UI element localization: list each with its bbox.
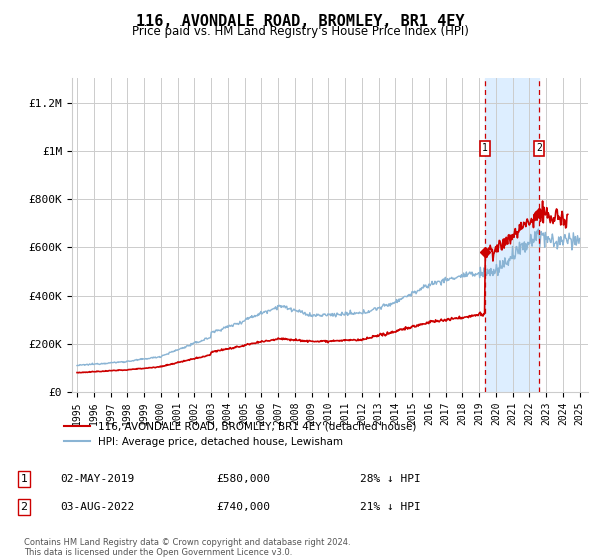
Text: 116, AVONDALE ROAD, BROMLEY, BR1 4EY: 116, AVONDALE ROAD, BROMLEY, BR1 4EY xyxy=(136,14,464,29)
Text: 2: 2 xyxy=(536,143,542,153)
Text: £740,000: £740,000 xyxy=(216,502,270,512)
Text: £580,000: £580,000 xyxy=(216,474,270,484)
Text: 02-MAY-2019: 02-MAY-2019 xyxy=(60,474,134,484)
Legend: 116, AVONDALE ROAD, BROMLEY, BR1 4EY (detached house), HPI: Average price, detac: 116, AVONDALE ROAD, BROMLEY, BR1 4EY (de… xyxy=(58,416,422,452)
Text: 28% ↓ HPI: 28% ↓ HPI xyxy=(360,474,421,484)
Text: 03-AUG-2022: 03-AUG-2022 xyxy=(60,502,134,512)
Bar xyxy=(485,78,539,392)
Text: Price paid vs. HM Land Registry's House Price Index (HPI): Price paid vs. HM Land Registry's House … xyxy=(131,25,469,38)
Text: 1: 1 xyxy=(20,474,28,484)
Text: 2: 2 xyxy=(20,502,28,512)
Text: 1: 1 xyxy=(482,143,488,153)
Text: 21% ↓ HPI: 21% ↓ HPI xyxy=(360,502,421,512)
Text: Contains HM Land Registry data © Crown copyright and database right 2024.
This d: Contains HM Land Registry data © Crown c… xyxy=(24,538,350,557)
